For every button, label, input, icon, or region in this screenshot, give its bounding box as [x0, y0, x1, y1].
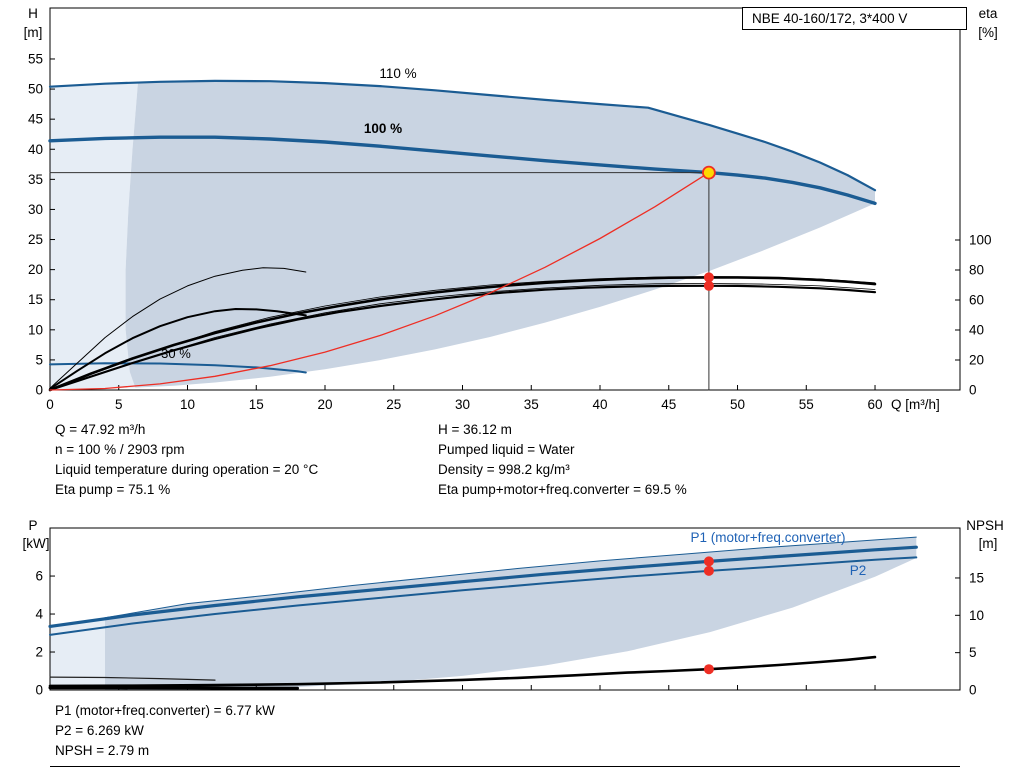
y-right-tick-label: 5 — [969, 645, 977, 660]
x-tick-label: 60 — [868, 397, 883, 412]
p1-envelope-top — [104, 536, 917, 619]
x-tick-label: 50 — [730, 397, 745, 412]
y-left-tick-label: 30 — [28, 202, 43, 217]
operating-envelope-light — [50, 82, 138, 390]
power-info-column: P1 (motor+freq.converter) = 6.77 kW P2 =… — [55, 701, 275, 761]
y-left-tick-label: 10 — [28, 322, 43, 337]
y-right-tick-label: 60 — [969, 293, 984, 308]
duty-info-right-column: H = 36.12 m Pumped liquid = Water Densit… — [438, 420, 687, 500]
p1-point — [703, 556, 714, 567]
eta-partial-curve-b — [49, 308, 307, 390]
power-envelope — [105, 537, 917, 690]
curve-label: [%] — [978, 25, 998, 40]
y-left-tick-label: 20 — [28, 262, 43, 277]
y-left-tick-label: 15 — [28, 292, 43, 307]
y-left-tick-label: 25 — [28, 232, 43, 247]
x-tick-label: 15 — [249, 397, 264, 412]
pump-title: NBE 40-160/172, 3*400 V — [752, 11, 908, 26]
p1-curve — [48, 545, 918, 628]
y-right-tick-label: 15 — [969, 570, 984, 585]
y-right-tick-label: 0 — [969, 683, 977, 698]
eta-thin-curve-b — [104, 283, 876, 373]
p-min-segment — [49, 676, 216, 681]
speed-curve-100 — [48, 135, 877, 206]
x-tick-label: 35 — [524, 397, 539, 412]
y-left-tick-label: 40 — [28, 142, 43, 157]
power-npsh-chart: 0 2 4 6 0 5 10 15 P1 (motor+freq.converter) P2 P [k… — [23, 518, 1004, 698]
curve-label: H — [28, 6, 38, 21]
y-left-tick-label: 5 — [35, 352, 43, 367]
pump-title-box: NBE 40-160/172, 3*400 V — [742, 7, 967, 30]
power-npsh-chart-frame — [49, 527, 961, 691]
eta-partial-curve-a — [49, 267, 307, 389]
y-right-tick-label: 0 — [969, 383, 977, 398]
x-tick-label: 10 — [180, 397, 195, 412]
curve-label: 110 % — [379, 66, 416, 81]
y-right-tick-label: 10 — [969, 608, 984, 623]
speed-curve-110 — [48, 79, 877, 192]
info-flow: Q = 47.92 m³/h — [55, 422, 146, 437]
y-left-tick-label: 0 — [35, 383, 43, 398]
curve-label: [kW] — [23, 536, 50, 551]
x-tick-label: 45 — [661, 397, 676, 412]
y-right-tick-label: 100 — [969, 233, 992, 248]
curve-label: [m] — [979, 536, 998, 551]
info-liquid-temperature: Liquid temperature during operation = 20… — [55, 462, 319, 477]
speed-curve-30 — [49, 362, 307, 374]
curve-label: P1 (motor+freq.converter) — [691, 530, 846, 545]
y-left-tick-label: 6 — [35, 569, 43, 584]
info-npsh: NPSH = 2.79 m — [55, 743, 150, 758]
curve-label: P2 — [850, 563, 867, 578]
x-tick-label: 40 — [592, 397, 607, 412]
p2-point — [703, 565, 714, 576]
npsh-curve — [48, 655, 877, 688]
y-left-tick-label: 2 — [35, 645, 43, 660]
hq-chart-frame — [49, 7, 961, 391]
curve-label: 30 % — [161, 346, 191, 361]
operating-envelope — [125, 80, 876, 388]
curve-label: 100 % — [364, 121, 402, 136]
curve-label: [m] — [24, 25, 43, 40]
bottom-divider — [50, 766, 960, 767]
x-tick-label: 25 — [386, 397, 401, 412]
x-tick-label: 0 — [46, 397, 54, 412]
y-right-tick-label: 40 — [969, 323, 984, 338]
info-density: Density = 998.2 kg/m³ — [438, 462, 570, 477]
info-p1: P1 (motor+freq.converter) = 6.77 kW — [55, 703, 275, 718]
eta-pump-curve — [48, 276, 877, 392]
curve-label: eta — [979, 6, 998, 21]
duty-point — [702, 165, 716, 180]
eta-pump-point — [703, 272, 714, 283]
info-speed: n = 100 % / 2903 rpm — [55, 442, 185, 457]
x-tick-label: 20 — [317, 397, 332, 412]
head-flow-chart: 0 5 10 15 20 25 30 35 40 45 50 55 60 0 5 10 15 20 25 30 35 40… — [24, 6, 998, 412]
eta-thin-curve-a — [104, 276, 876, 370]
y-left-tick-label: 55 — [28, 51, 43, 66]
curve-label: P — [28, 518, 37, 533]
info-head: H = 36.12 m — [438, 422, 512, 437]
duty-info-left-column: Q = 47.92 m³/h n = 100 % / 2903 rpm Liqu… — [55, 420, 318, 500]
system-curve — [49, 171, 710, 391]
y-right-tick-label: 80 — [969, 263, 984, 278]
curve-label: Q [m³/h] — [891, 397, 940, 412]
x-tick-label: 55 — [799, 397, 814, 412]
x-tick-label: 5 — [115, 397, 123, 412]
info-p2: P2 = 6.269 kW — [55, 723, 144, 738]
info-eta-pump: Eta pump = 75.1 % — [55, 482, 171, 497]
y-left-tick-label: 0 — [35, 683, 43, 698]
y-left-tick-label: 50 — [28, 82, 43, 97]
eta-total-curve — [48, 284, 877, 392]
eta-total-point — [703, 280, 714, 291]
y-left-tick-label: 45 — [28, 112, 43, 127]
p2-curve — [49, 556, 918, 636]
info-eta-total: Eta pump+motor+freq.converter = 69.5 % — [438, 482, 687, 497]
y-left-tick-label: 35 — [28, 172, 43, 187]
y-right-tick-label: 20 — [969, 353, 984, 368]
x-tick-label: 30 — [455, 397, 470, 412]
npsh-point — [703, 664, 714, 675]
curve-label: NPSH — [966, 518, 1004, 533]
y-left-tick-label: 4 — [35, 607, 43, 622]
info-pumped-liquid: Pumped liquid = Water — [438, 442, 575, 457]
